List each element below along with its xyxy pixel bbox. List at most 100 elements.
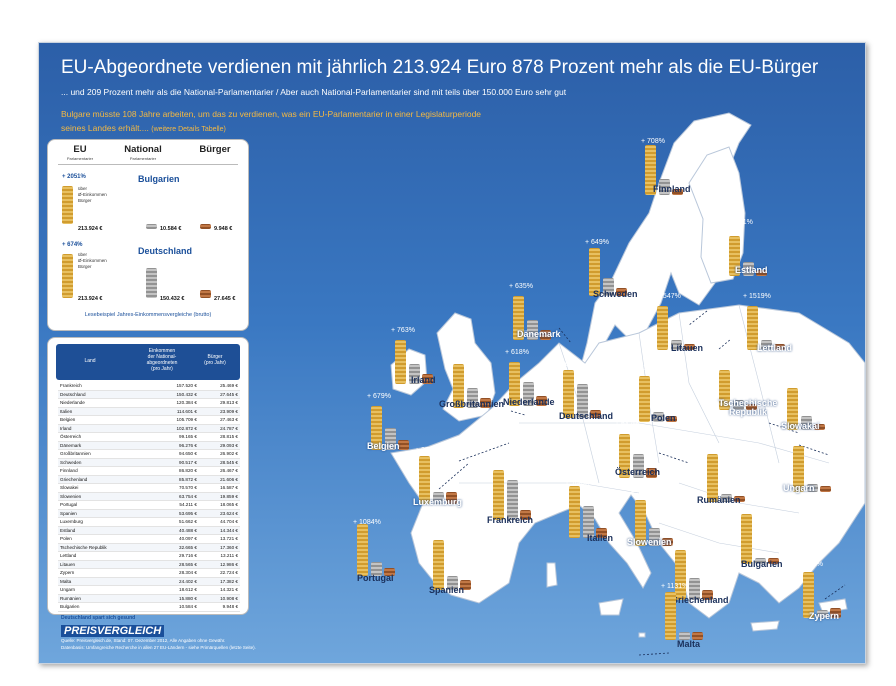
cell-national: 99.165 € bbox=[153, 432, 199, 442]
col-national-heading: National bbox=[124, 144, 162, 155]
malta-landmass bbox=[638, 632, 646, 638]
cell-land: Schweden bbox=[58, 458, 154, 467]
gold-coin-stack-icon bbox=[787, 388, 798, 430]
gold-coin-stack-icon bbox=[371, 406, 382, 450]
country-pct: + 649% bbox=[585, 239, 609, 246]
bronze-coin-stack-icon bbox=[480, 398, 491, 408]
silver-coin-stack-icon bbox=[146, 224, 157, 229]
bronze-coin-stack-icon bbox=[666, 416, 677, 422]
table-row: Griechenland 85.872 €21.606 € bbox=[58, 475, 240, 484]
bronze-coin-stack-icon bbox=[814, 424, 825, 430]
table-row: Frankreich 157.520 €25.469 € bbox=[58, 382, 240, 391]
silver-coin-stack-icon bbox=[409, 364, 420, 384]
country-pct: + 1394% bbox=[789, 435, 817, 442]
gold-coin-stack-icon bbox=[729, 236, 740, 276]
cell-buerger: 27.645 € bbox=[198, 390, 240, 399]
cell-land: Griechenland bbox=[58, 475, 154, 484]
bronze-coin-stack-icon bbox=[398, 440, 409, 450]
cell-land: Zypern bbox=[58, 568, 154, 578]
cell-national: 120.384 € bbox=[153, 398, 199, 408]
country-name: Lettland bbox=[757, 343, 792, 353]
cell-buerger: 23.624 € bbox=[198, 509, 240, 518]
cell-land: Portugal bbox=[58, 500, 154, 510]
country-name: Finnland bbox=[653, 184, 691, 194]
country-pct: + 708% bbox=[641, 138, 665, 145]
bulgaria-eu-amount: 213.924 € bbox=[78, 226, 103, 232]
source-note: Quelle: Preisvergleich.de, Stand: 07. De… bbox=[61, 638, 256, 650]
cell-land: Großbritannien bbox=[58, 449, 154, 459]
bronze-coin-stack-icon bbox=[536, 396, 547, 406]
silver-coin-stack-icon bbox=[633, 454, 644, 478]
page-subtitle: ... und 209 Prozent mehr als die Nationa… bbox=[61, 87, 567, 97]
table-row: Dänemark 96.276 €29.093 € bbox=[58, 441, 240, 450]
cell-land: Litauen bbox=[58, 560, 154, 569]
cell-land: Frankreich bbox=[58, 382, 154, 391]
country-pct: + 806% bbox=[429, 533, 453, 540]
table-row: Ungarn 18.612 €14.321 € bbox=[58, 585, 240, 595]
gold-coin-stack-icon bbox=[493, 470, 504, 520]
cell-national: 85.872 € bbox=[153, 475, 199, 484]
preisvergleich-logo: Deutschland spart sich gesund PREISVERGL… bbox=[61, 615, 165, 639]
cell-land: Slowenien bbox=[58, 492, 154, 501]
country-pct: + 679% bbox=[367, 393, 391, 400]
gold-coin-stack-icon bbox=[645, 145, 656, 195]
bronze-coin-stack-icon bbox=[768, 558, 779, 564]
cell-national: 15.880 € bbox=[153, 594, 199, 603]
cell-buerger: 19.859 € bbox=[198, 492, 240, 501]
cell-land: Rumänien bbox=[58, 594, 154, 603]
gold-coin-stack-icon bbox=[513, 296, 524, 340]
table-row: Zypern 28.304 €22.724 € bbox=[58, 568, 240, 578]
cell-land: Belgien bbox=[58, 415, 154, 425]
country-pct: + 1190% bbox=[783, 373, 811, 380]
cell-land: Irland bbox=[58, 424, 154, 433]
country-name: Estland bbox=[735, 265, 768, 275]
country-pct: + 379% bbox=[415, 447, 439, 454]
country-pct: + 642% bbox=[615, 421, 639, 428]
germany-note: über Ø-Einkommen Bürger bbox=[78, 252, 107, 269]
table-row: Portugal 54.211 €18.065 € bbox=[58, 500, 240, 510]
silver-coin-stack-icon bbox=[603, 278, 614, 296]
country-pct: + 795% bbox=[565, 481, 589, 488]
bronze-coin-stack-icon bbox=[384, 568, 395, 576]
cell-national: 28.565 € bbox=[153, 560, 199, 569]
cell-buerger: 29.813 € bbox=[198, 398, 240, 408]
table-row: Tschechische Republik 32.665 €17.360 € bbox=[58, 543, 240, 552]
country-name: Spanien bbox=[429, 585, 465, 595]
silver-coin-stack-icon bbox=[653, 412, 664, 422]
cell-land: Slowakei bbox=[58, 483, 154, 493]
country-name: Dänemark bbox=[517, 329, 561, 339]
table-header: Land Einkommen der National- abgeordnete… bbox=[56, 344, 240, 380]
country-name: Italien bbox=[587, 533, 614, 543]
silver-coin-stack-icon bbox=[801, 416, 812, 430]
header-national: Einkommen der National- abgeordneten (pr… bbox=[146, 348, 178, 372]
cell-land: Tschechische Republik bbox=[58, 543, 154, 552]
cell-buerger: 17.382 € bbox=[198, 577, 240, 586]
table-row: Irland 102.872 €24.787 € bbox=[58, 424, 240, 433]
cell-buerger: 26.467 € bbox=[198, 466, 240, 476]
silver-coin-stack-icon bbox=[659, 179, 670, 195]
cell-buerger: 18.065 € bbox=[198, 500, 240, 510]
country-pct: + 674% bbox=[559, 361, 583, 368]
infographic-frame: EU-Abgeordnete verdienen mit jährlich 21… bbox=[38, 42, 866, 664]
country-name: Großbritannien bbox=[439, 399, 504, 409]
gold-coin-stack-icon bbox=[62, 254, 73, 298]
bulgaria-national-amount: 10.584 € bbox=[160, 226, 182, 232]
cell-national: 28.304 € bbox=[153, 568, 199, 578]
bronze-coin-stack-icon bbox=[774, 344, 785, 350]
gold-coin-stack-icon bbox=[675, 550, 686, 600]
table-row: Spanien 53.695 €23.624 € bbox=[58, 509, 240, 518]
table-row: Finnland 86.820 €26.467 € bbox=[58, 466, 240, 476]
cell-buerger: 21.606 € bbox=[198, 475, 240, 484]
bronze-coin-stack-icon bbox=[540, 330, 551, 340]
cell-national: 10.584 € bbox=[153, 602, 199, 612]
silver-coin-stack-icon bbox=[527, 320, 538, 340]
intro-line-1: Bulgare müsste 108 Jahre arbeiten, um da… bbox=[61, 109, 482, 119]
table-row: Deutschland 150.432 €27.645 € bbox=[58, 390, 240, 399]
cell-national: 29.716 € bbox=[153, 551, 199, 561]
germany-citizen-amount: 27.645 € bbox=[214, 296, 236, 302]
table-row: Slowakei 70.570 €16.587 € bbox=[58, 483, 240, 493]
country-pct: + 1091% bbox=[715, 353, 743, 360]
country-pct: + 2051% bbox=[737, 507, 765, 514]
cell-national: 51.662 € bbox=[153, 517, 199, 527]
country-pct: + 1131% bbox=[661, 583, 689, 590]
